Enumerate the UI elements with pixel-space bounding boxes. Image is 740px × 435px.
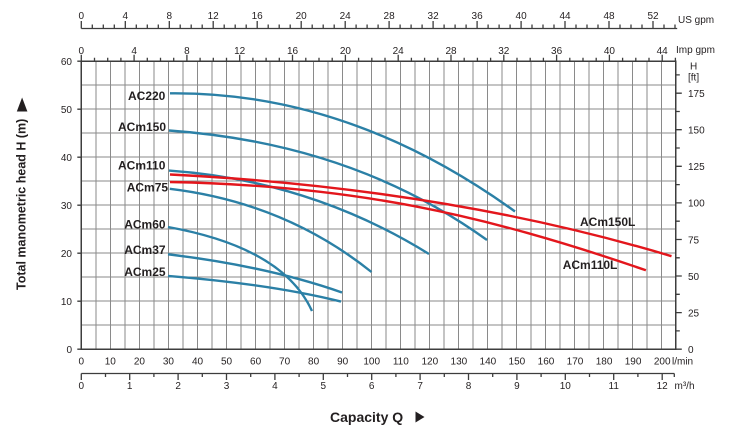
svg-text:75: 75 [688,235,700,246]
svg-text:90: 90 [337,357,349,368]
svg-text:60: 60 [250,357,262,368]
svg-text:32: 32 [498,46,510,57]
svg-text:48: 48 [603,11,615,22]
svg-text:0: 0 [66,345,72,356]
svg-text:1: 1 [127,381,133,392]
svg-text:12: 12 [208,11,220,22]
svg-text:16: 16 [252,11,264,22]
svg-text:24: 24 [393,46,405,57]
svg-text:70: 70 [279,357,291,368]
svg-text:110: 110 [393,357,409,368]
svg-text:Total manometric head H (m): Total manometric head H (m) [15,119,29,290]
svg-text:4: 4 [131,46,137,57]
svg-text:50: 50 [221,357,233,368]
svg-text:100: 100 [363,357,380,368]
svg-text:120: 120 [421,357,438,368]
svg-text:ACm37: ACm37 [124,243,166,257]
svg-text:44: 44 [657,46,669,57]
svg-text:100: 100 [688,199,705,210]
svg-text:m³/h: m³/h [675,381,695,392]
svg-text:190: 190 [625,357,642,368]
svg-text:24: 24 [340,11,352,22]
svg-text:0: 0 [79,381,85,392]
svg-text:4: 4 [123,11,129,22]
svg-text:32: 32 [428,11,440,22]
svg-text:10: 10 [61,297,73,308]
svg-text:2: 2 [175,381,181,392]
svg-text:[ft]: [ft] [688,73,699,84]
svg-text:40: 40 [604,46,616,57]
svg-text:28: 28 [384,11,396,22]
svg-text:ACm110L: ACm110L [563,258,618,272]
svg-text:60: 60 [61,57,73,68]
svg-text:180: 180 [596,357,613,368]
svg-text:30: 30 [163,357,175,368]
svg-text:3: 3 [224,381,230,392]
svg-text:8: 8 [466,381,472,392]
svg-text:175: 175 [688,89,705,100]
svg-text:28: 28 [445,46,457,57]
svg-text:8: 8 [184,46,190,57]
svg-text:12: 12 [657,381,669,392]
svg-text:36: 36 [472,11,484,22]
svg-text:l/min: l/min [672,357,693,368]
svg-text:40: 40 [192,357,204,368]
svg-text:ACm75: ACm75 [127,181,169,195]
svg-text:AC220: AC220 [128,89,166,103]
svg-text:50: 50 [61,105,73,116]
svg-text:80: 80 [308,357,320,368]
svg-text:40: 40 [61,153,73,164]
svg-text:Imp gpm: Imp gpm [676,45,715,56]
svg-text:8: 8 [167,11,173,22]
svg-text:52: 52 [647,11,659,22]
svg-text:US gpm: US gpm [678,15,714,26]
svg-text:H: H [690,62,697,73]
svg-text:0: 0 [688,345,694,356]
svg-text:9: 9 [514,381,520,392]
svg-text:20: 20 [134,357,146,368]
svg-text:160: 160 [538,357,555,368]
svg-text:44: 44 [559,11,571,22]
svg-text:7: 7 [417,381,423,392]
svg-text:20: 20 [340,46,352,57]
svg-text:30: 30 [61,201,73,212]
svg-text:6: 6 [369,381,375,392]
svg-text:36: 36 [551,46,563,57]
svg-text:ACm60: ACm60 [124,218,166,232]
svg-text:11: 11 [609,381,620,392]
svg-text:20: 20 [296,11,308,22]
svg-text:12: 12 [234,46,246,57]
svg-text:40: 40 [516,11,528,22]
svg-text:140: 140 [480,357,497,368]
svg-text:0: 0 [79,46,85,57]
svg-text:200: 200 [654,357,671,368]
svg-text:Capacity Q: Capacity Q [330,409,403,425]
svg-text:ACm150: ACm150 [118,120,166,134]
svg-text:20: 20 [61,249,73,260]
svg-text:125: 125 [688,162,705,173]
svg-text:4: 4 [272,381,278,392]
svg-text:10: 10 [560,381,572,392]
svg-text:0: 0 [79,357,85,368]
svg-text:25: 25 [688,308,700,319]
svg-text:130: 130 [451,357,468,368]
svg-text:170: 170 [567,357,584,368]
svg-text:5: 5 [321,381,327,392]
svg-text:150: 150 [688,126,705,137]
svg-text:50: 50 [688,272,700,283]
svg-text:10: 10 [105,357,117,368]
svg-text:150: 150 [509,357,526,368]
svg-text:ACm110: ACm110 [118,159,166,173]
svg-text:0: 0 [79,11,85,22]
svg-text:ACm150L: ACm150L [580,215,635,229]
svg-text:16: 16 [287,46,299,57]
svg-text:ACm25: ACm25 [124,265,166,279]
